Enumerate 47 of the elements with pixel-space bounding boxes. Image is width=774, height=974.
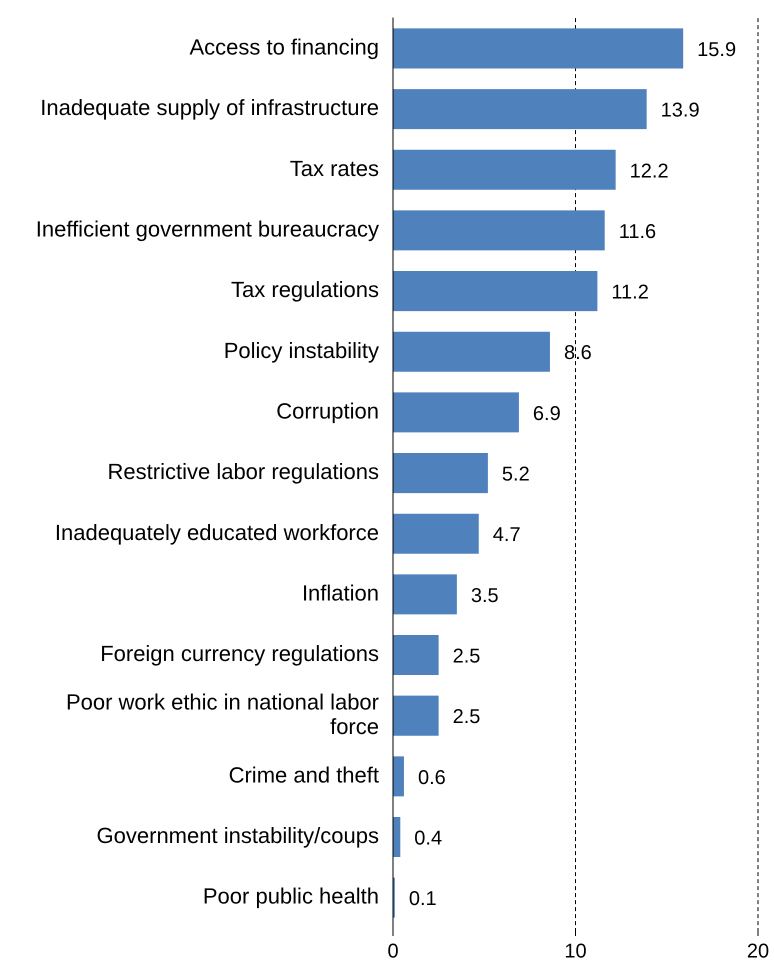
data-label: 0.6 bbox=[418, 766, 446, 789]
bar bbox=[394, 28, 684, 68]
y-tick-label: Inefficient government bureaucracy bbox=[36, 216, 379, 242]
data-label: 8.6 bbox=[564, 342, 592, 364]
y-tick-label: Inadequate supply of infrastructure bbox=[40, 95, 379, 120]
bar bbox=[394, 89, 647, 130]
data-label: 2.5 bbox=[452, 646, 480, 668]
bar bbox=[394, 816, 400, 858]
data-label: 3.5 bbox=[470, 584, 499, 607]
y-tick-label: Access to financing bbox=[189, 34, 379, 60]
data-label: 0.4 bbox=[414, 828, 442, 850]
y-tick-label: Poor work ethic in national labor force bbox=[66, 690, 379, 739]
data-label: 11.6 bbox=[618, 220, 656, 243]
bar bbox=[394, 635, 439, 676]
y-tick-label: Inadequately educated workforce bbox=[54, 520, 379, 545]
x-tick-label: 10 bbox=[564, 940, 587, 963]
data-label: 4.7 bbox=[492, 524, 521, 546]
y-tick-label: Crime and theft bbox=[228, 762, 379, 788]
x-tick-label: 0 bbox=[387, 940, 399, 963]
data-label: 6.9 bbox=[532, 402, 561, 425]
bar bbox=[394, 756, 404, 796]
y-tick-label: Foreign currency regulations bbox=[100, 641, 379, 666]
y-tick-label: Restrictive labor regulations bbox=[108, 459, 379, 484]
data-label: 13.9 bbox=[660, 100, 700, 122]
y-tick-label: Policy instability bbox=[224, 338, 379, 363]
bar bbox=[394, 392, 519, 432]
data-label: 11.2 bbox=[611, 282, 649, 304]
bar bbox=[394, 514, 479, 554]
bar bbox=[394, 150, 616, 190]
bar bbox=[394, 210, 605, 250]
y-tick-label: Government instability/coups bbox=[96, 823, 379, 848]
data-label: 15.9 bbox=[697, 38, 736, 61]
data-label: 2.5 bbox=[452, 706, 480, 728]
bar bbox=[394, 271, 598, 312]
bar bbox=[394, 696, 439, 736]
x-tick-label: 20 bbox=[746, 940, 770, 963]
data-label: 12.2 bbox=[630, 160, 669, 182]
y-tick-label: Tax rates bbox=[290, 156, 379, 181]
bar bbox=[394, 453, 488, 494]
data-label: 5.2 bbox=[502, 464, 530, 486]
bar bbox=[394, 332, 550, 372]
y-tick-label: Tax regulations bbox=[231, 277, 379, 302]
y-tick-label: Inflation bbox=[302, 580, 379, 606]
y-tick-label: Poor public health bbox=[202, 884, 379, 909]
bar bbox=[394, 574, 457, 614]
data-label: 0.1 bbox=[408, 888, 437, 910]
y-tick-label: Corruption bbox=[276, 398, 379, 424]
